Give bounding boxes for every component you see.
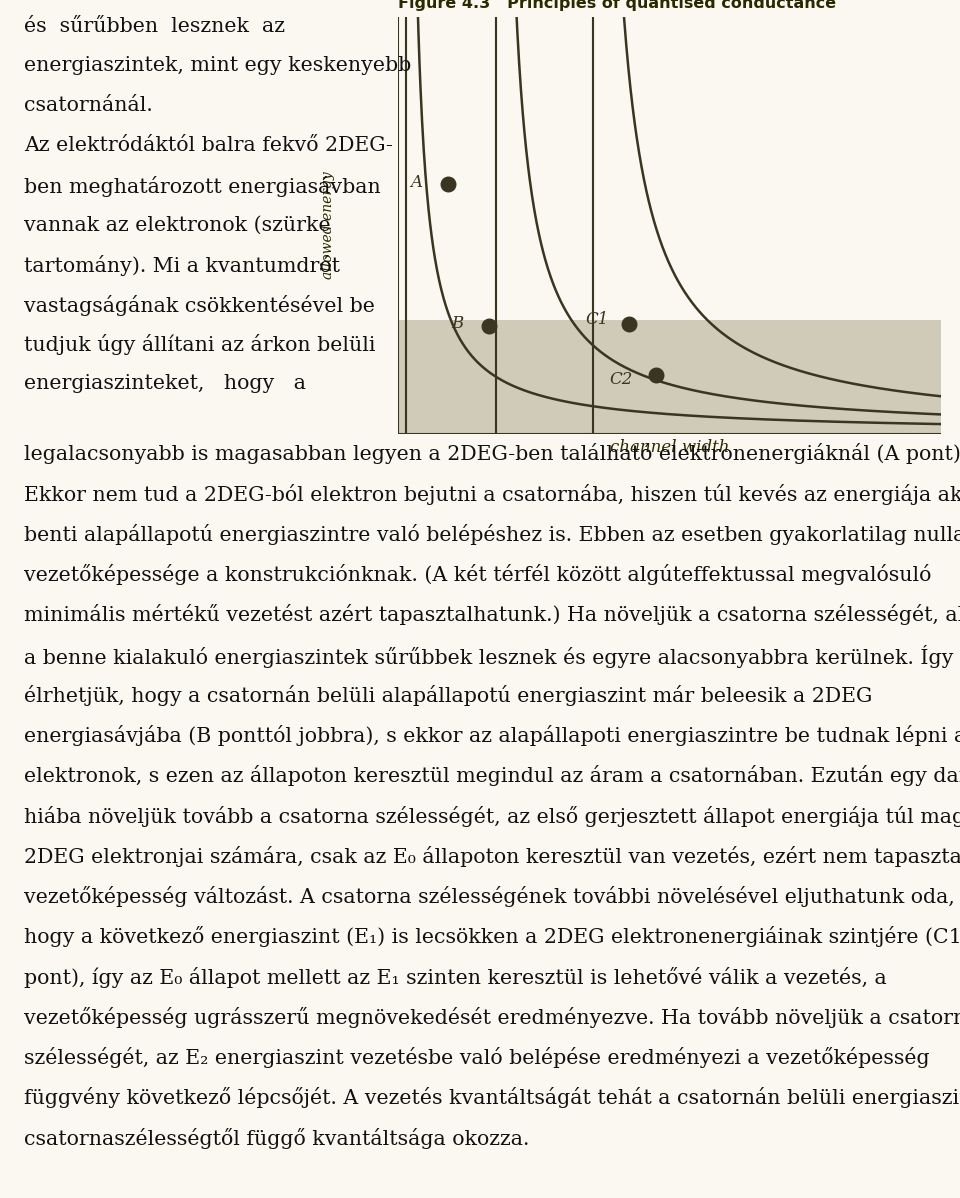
Point <box>481 316 496 335</box>
Point <box>441 174 456 193</box>
Bar <box>398 320 941 434</box>
Text: vezetőképesség ugrásszerű megnövekedését eredményezve. Ha tovább növeljük a csat: vezetőképesség ugrásszerű megnövekedését… <box>24 1006 960 1028</box>
Text: 2DEG elektronjai számára, csak az E₀ állapoton keresztül van vezetés, ezért nem : 2DEG elektronjai számára, csak az E₀ áll… <box>24 846 960 867</box>
Text: allowed energy: allowed energy <box>321 171 335 279</box>
Text: a benne kialakuló energiaszintek sűrűbbek lesznek és egyre alacsonyabbra kerülne: a benne kialakuló energiaszintek sűrűbbe… <box>24 645 953 667</box>
Text: csatornaszélességtől függő kvantáltsága okozza.: csatornaszélességtől függő kvantáltsága … <box>24 1127 529 1149</box>
Point <box>648 365 663 385</box>
Text: vastagságának csökkentésével be: vastagságának csökkentésével be <box>24 295 374 316</box>
Text: Ekkor nem tud a 2DEG-ból elektron bejutni a csatornába, hiszen túl kevés az ener: Ekkor nem tud a 2DEG-ból elektron bejutn… <box>24 484 960 504</box>
Text: vezetőképesség változást. A csatorna szélességének további növelésével eljuthatu: vezetőképesség változást. A csatorna szé… <box>24 887 955 907</box>
Text: függvény következő lépcsőjét. A vezetés kvantáltságát tehát a csatornán belüli e: függvény következő lépcsőjét. A vezetés … <box>24 1088 960 1108</box>
Text: tartomány). Mi a kvantumdrót: tartomány). Mi a kvantumdrót <box>24 255 340 276</box>
Text: és  sűrűbben  lesznek  az: és sűrűbben lesznek az <box>24 17 285 36</box>
Text: vezetőképessége a konstrukciónknak. (A két térfél között algúteffektussal megval: vezetőképessége a konstrukciónknak. (A k… <box>24 564 931 585</box>
Text: energiaszintek, mint egy keskenyebb: energiaszintek, mint egy keskenyebb <box>24 56 411 75</box>
Text: energiasávjába (B ponttól jobbra), s ekkor az alapállapoti energiaszintre be tud: energiasávjába (B ponttól jobbra), s ekk… <box>24 725 960 746</box>
Text: Az elektródáktól balra fekvő 2DEG-: Az elektródáktól balra fekvő 2DEG- <box>24 135 393 155</box>
Text: tudjuk úgy állítani az árkon belüli: tudjuk úgy állítani az árkon belüli <box>24 334 375 356</box>
Text: pont), így az E₀ állapot mellett az E₁ szinten keresztül is lehetővé válik a vez: pont), így az E₀ állapot mellett az E₁ s… <box>24 967 887 987</box>
Point <box>621 314 636 333</box>
Text: csatornánál.: csatornánál. <box>24 96 153 115</box>
Text: Figure 4.3   Principles of quantised conductance: Figure 4.3 Principles of quantised condu… <box>398 0 836 12</box>
X-axis label: channel width: channel width <box>610 440 730 456</box>
Text: hiába növeljük tovább a csatorna szélességét, az első gerjesztett állapot energi: hiába növeljük tovább a csatorna széless… <box>24 805 960 827</box>
Text: ben meghatározott energiasávban: ben meghatározott energiasávban <box>24 176 381 196</box>
Text: minimális mértékű vezetést azért tapasztalhatunk.) Ha növeljük a csatorna széles: minimális mértékű vezetést azért tapaszt… <box>24 604 960 625</box>
Text: C2: C2 <box>609 370 633 388</box>
Text: B: B <box>451 315 463 332</box>
Text: szélességét, az E₂ energiaszint vezetésbe való belépése eredményezi a vezetőképe: szélességét, az E₂ energiaszint vezetésb… <box>24 1047 929 1069</box>
Text: A: A <box>410 175 422 192</box>
Text: legalacsonyabb is magasabban legyen a 2DEG-ben található elektronenergiáknál (A : legalacsonyabb is magasabban legyen a 2D… <box>24 443 960 465</box>
Text: elektronok, s ezen az állapoton keresztül megindul az áram a csatornában. Ezután: elektronok, s ezen az állapoton keresztü… <box>24 766 960 786</box>
Text: hogy a következő energiaszint (E₁) is lecsökken a 2DEG elektronenergiáinak szint: hogy a következő energiaszint (E₁) is le… <box>24 926 960 948</box>
Text: élrhetjük, hogy a csatornán belüli alapállapotú energiaszint már beleesik a 2DEG: élrhetjük, hogy a csatornán belüli alapá… <box>24 685 873 706</box>
Text: C1: C1 <box>586 310 609 328</box>
Text: energiaszinteket,   hogy   a: energiaszinteket, hogy a <box>24 374 306 393</box>
Text: vannak az elektronok (szürke: vannak az elektronok (szürke <box>24 216 330 235</box>
Text: benti alapállapotú energiaszintre való belépéshez is. Ebben az esetben gyakorlat: benti alapállapotú energiaszintre való b… <box>24 524 960 545</box>
